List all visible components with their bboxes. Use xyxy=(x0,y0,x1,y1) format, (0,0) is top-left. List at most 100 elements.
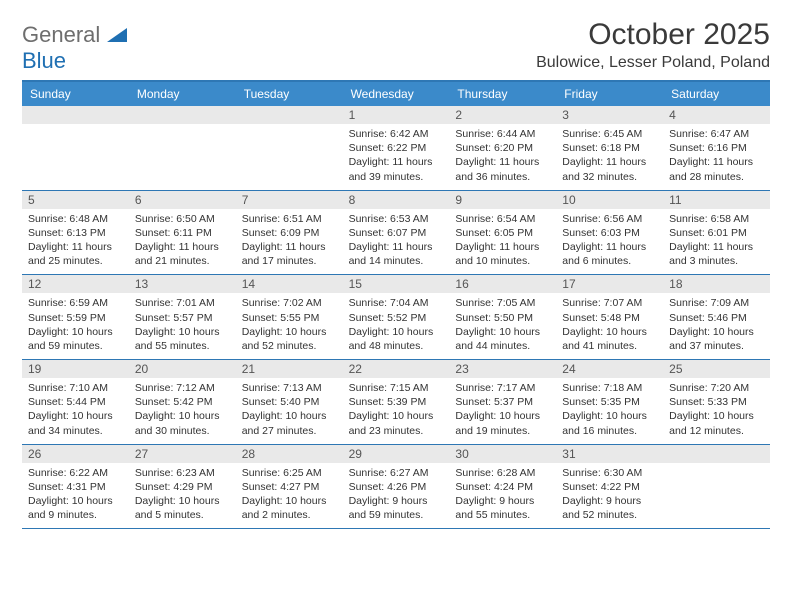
day-cell: 10Sunrise: 6:56 AMSunset: 6:03 PMDayligh… xyxy=(556,191,663,275)
calendar: SundayMondayTuesdayWednesdayThursdayFrid… xyxy=(22,82,770,529)
day-header: Saturday xyxy=(663,82,770,106)
day-number: 18 xyxy=(663,275,770,293)
info-line: Sunset: 6:07 PM xyxy=(349,226,444,240)
day-cell: 29Sunrise: 6:27 AMSunset: 4:26 PMDayligh… xyxy=(343,445,450,529)
info-line: Sunset: 6:09 PM xyxy=(242,226,337,240)
info-line: Daylight: 10 hours xyxy=(135,409,230,423)
info-line: and 48 minutes. xyxy=(349,339,444,353)
info-line: Daylight: 10 hours xyxy=(242,409,337,423)
day-cell: 31Sunrise: 6:30 AMSunset: 4:22 PMDayligh… xyxy=(556,445,663,529)
day-number: 28 xyxy=(236,445,343,463)
day-number: 24 xyxy=(556,360,663,378)
info-line: and 44 minutes. xyxy=(455,339,550,353)
info-line: Sunset: 6:18 PM xyxy=(562,141,657,155)
info-line: and 32 minutes. xyxy=(562,170,657,184)
logo-text-general: General xyxy=(22,22,100,47)
day-info: Sunrise: 7:02 AMSunset: 5:55 PMDaylight:… xyxy=(242,296,337,353)
info-line: Sunrise: 6:50 AM xyxy=(135,212,230,226)
info-line: Sunrise: 7:12 AM xyxy=(135,381,230,395)
day-cell: 9Sunrise: 6:54 AMSunset: 6:05 PMDaylight… xyxy=(449,191,556,275)
info-line: Sunrise: 6:53 AM xyxy=(349,212,444,226)
day-number: 12 xyxy=(22,275,129,293)
day-cell: 17 Sunrise: 7:07 AMSunset: 5:48 PMDayligh… xyxy=(556,275,663,359)
day-number: 19 xyxy=(22,360,129,378)
info-line: and 25 minutes. xyxy=(28,254,123,268)
info-line: Daylight: 11 hours xyxy=(135,240,230,254)
info-line: Sunset: 5:39 PM xyxy=(349,395,444,409)
day-info: Sunrise: 7:04 AMSunset: 5:52 PMDaylight:… xyxy=(349,296,444,353)
day-number: 5 xyxy=(22,191,129,209)
info-line: Sunrise: 6:44 AM xyxy=(455,127,550,141)
info-line: Daylight: 11 hours xyxy=(349,240,444,254)
info-line: Sunrise: 7:07 AM xyxy=(562,296,657,310)
day-number xyxy=(236,106,343,124)
day-cell: 4Sunrise: 6:47 AMSunset: 6:16 PMDaylight… xyxy=(663,106,770,190)
info-line: Sunrise: 6:47 AM xyxy=(669,127,764,141)
info-line: Sunset: 5:48 PM xyxy=(562,311,657,325)
day-info: Sunrise: 6:53 AMSunset: 6:07 PMDaylight:… xyxy=(349,212,444,269)
title-block: October 2025 Bulowice, Lesser Poland, Po… xyxy=(536,18,770,72)
day-number: 20 xyxy=(129,360,236,378)
day-cell: 22Sunrise: 7:15 AMSunset: 5:39 PMDayligh… xyxy=(343,360,450,444)
info-line: and 19 minutes. xyxy=(455,424,550,438)
info-line: Sunset: 5:35 PM xyxy=(562,395,657,409)
day-number: 23 xyxy=(449,360,556,378)
day-info: Sunrise: 6:45 AMSunset: 6:18 PMDaylight:… xyxy=(562,127,657,184)
logo-text-blue: Blue xyxy=(22,48,66,73)
info-line: Sunrise: 7:04 AM xyxy=(349,296,444,310)
info-line: Daylight: 10 hours xyxy=(242,494,337,508)
day-number xyxy=(663,445,770,463)
day-cell: 1Sunrise: 6:42 AMSunset: 6:22 PMDaylight… xyxy=(343,106,450,190)
info-line: Sunrise: 7:17 AM xyxy=(455,381,550,395)
day-number: 17 xyxy=(556,275,663,293)
week-row: 12Sunrise: 6:59 AMSunset: 5:59 PMDayligh… xyxy=(22,275,770,360)
info-line: and 5 minutes. xyxy=(135,508,230,522)
day-info: Sunrise: 6:50 AMSunset: 6:11 PMDaylight:… xyxy=(135,212,230,269)
info-line: and 55 minutes. xyxy=(135,339,230,353)
day-cell: 7Sunrise: 6:51 AMSunset: 6:09 PMDaylight… xyxy=(236,191,343,275)
week-row: 1Sunrise: 6:42 AMSunset: 6:22 PMDaylight… xyxy=(22,106,770,191)
info-line: Sunset: 6:05 PM xyxy=(455,226,550,240)
info-line: and 30 minutes. xyxy=(135,424,230,438)
info-line: Daylight: 10 hours xyxy=(455,409,550,423)
info-line: Daylight: 11 hours xyxy=(562,240,657,254)
info-line: Daylight: 10 hours xyxy=(562,325,657,339)
day-info: Sunrise: 7:01 AMSunset: 5:57 PMDaylight:… xyxy=(135,296,230,353)
info-line: Daylight: 11 hours xyxy=(28,240,123,254)
day-info: Sunrise: 7:17 AMSunset: 5:37 PMDaylight:… xyxy=(455,381,550,438)
day-number: 7 xyxy=(236,191,343,209)
info-line: Sunrise: 7:20 AM xyxy=(669,381,764,395)
day-cell: 30Sunrise: 6:28 AMSunset: 4:24 PMDayligh… xyxy=(449,445,556,529)
info-line: Sunrise: 7:05 AM xyxy=(455,296,550,310)
info-line: and 37 minutes. xyxy=(669,339,764,353)
info-line: Sunrise: 7:13 AM xyxy=(242,381,337,395)
info-line: Daylight: 10 hours xyxy=(669,325,764,339)
info-line: Daylight: 10 hours xyxy=(562,409,657,423)
day-number: 9 xyxy=(449,191,556,209)
day-header: Friday xyxy=(556,82,663,106)
info-line: Sunset: 5:37 PM xyxy=(455,395,550,409)
info-line: Sunset: 5:44 PM xyxy=(28,395,123,409)
day-cell: 11Sunrise: 6:58 AMSunset: 6:01 PMDayligh… xyxy=(663,191,770,275)
day-cell: 13Sunrise: 7:01 AMSunset: 5:57 PMDayligh… xyxy=(129,275,236,359)
info-line: and 27 minutes. xyxy=(242,424,337,438)
day-cell: 14Sunrise: 7:02 AMSunset: 5:55 PMDayligh… xyxy=(236,275,343,359)
info-line: Daylight: 10 hours xyxy=(349,409,444,423)
info-line: Sunset: 6:16 PM xyxy=(669,141,764,155)
info-line: Sunrise: 7:10 AM xyxy=(28,381,123,395)
info-line: and 10 minutes. xyxy=(455,254,550,268)
day-cell xyxy=(236,106,343,190)
day-number: 8 xyxy=(343,191,450,209)
day-number: 29 xyxy=(343,445,450,463)
week-row: 26Sunrise: 6:22 AMSunset: 4:31 PMDayligh… xyxy=(22,445,770,530)
week-row: 19 Sunrise: 7:10 AMSunset: 5:44 PM Dayligh… xyxy=(22,360,770,445)
info-line: and 59 minutes. xyxy=(349,508,444,522)
info-line: Sunset: 4:27 PM xyxy=(242,480,337,494)
info-line: Daylight: 10 hours xyxy=(28,494,123,508)
info-line: Sunrise: 6:58 AM xyxy=(669,212,764,226)
day-info: Sunrise: 6:44 AMSunset: 6:20 PMDaylight:… xyxy=(455,127,550,184)
info-line: Sunset: 5:42 PM xyxy=(135,395,230,409)
info-line: Sunset: 5:50 PM xyxy=(455,311,550,325)
week-row: 5Sunrise: 6:48 AMSunset: 6:13 PMDaylight… xyxy=(22,191,770,276)
info-line: Sunrise: 6:54 AM xyxy=(455,212,550,226)
